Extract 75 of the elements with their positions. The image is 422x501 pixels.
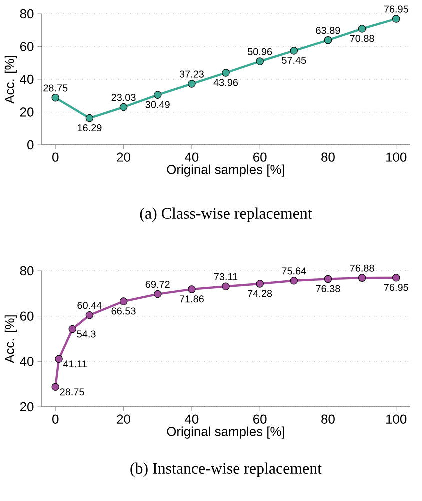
point [222, 282, 230, 291]
data-label: 70.88 [350, 35, 374, 42]
x-tick-label: 80 [322, 152, 335, 162]
data-label: 28.75 [60, 388, 84, 396]
data-label: 23.03 [112, 94, 136, 102]
x-tick-label: 60 [254, 152, 267, 162]
x-tick-label: 20 [117, 152, 130, 162]
data-label: 57.45 [282, 57, 306, 64]
data-label: 69.72 [146, 281, 170, 288]
x-tick-label: 40 [185, 414, 199, 424]
data-label: 28.75 [44, 84, 68, 92]
point [290, 277, 298, 285]
x-tick-label: 60 [254, 414, 267, 424]
x-tick-label: 100 [386, 152, 407, 162]
data-label: 66.53 [112, 308, 136, 315]
point [358, 25, 366, 33]
y-axis-title: Acc. [%] [4, 56, 17, 104]
x-tick-label: 80 [322, 414, 335, 424]
point [52, 383, 60, 392]
data-label: 73.11 [214, 273, 238, 280]
point [52, 94, 60, 102]
y-tick-label: 80 [20, 266, 34, 276]
data-label: 76.88 [350, 264, 374, 272]
y-tick-label: 80 [20, 9, 34, 19]
point [68, 325, 77, 334]
data-label: 75.64 [282, 268, 306, 275]
point [290, 47, 298, 55]
point [222, 69, 230, 77]
data-label: 30.49 [146, 101, 170, 108]
data-label: 43.96 [214, 79, 238, 86]
data-label: 76.38 [316, 285, 340, 292]
data-label: 74.28 [248, 290, 272, 298]
y-tick-label: 0 [28, 140, 34, 150]
x-tick-label: 40 [185, 152, 199, 162]
data-label: 54.3 [77, 330, 96, 338]
y-tick-label: 60 [20, 42, 34, 52]
data-label: 76.95 [384, 6, 408, 13]
point [86, 311, 94, 320]
point [324, 36, 332, 44]
x-tick-label: 100 [386, 414, 407, 424]
point [86, 114, 94, 122]
x-axis-title: Original samples [%] [167, 164, 284, 177]
data-label: 50.96 [248, 48, 272, 56]
text: (b) Instance-wise replacement [130, 462, 322, 478]
text: (a) Class-wise replacement [140, 208, 312, 222]
data-label: 60.44 [78, 302, 102, 310]
y-tick-label: 20 [20, 402, 34, 412]
data-label: 41.11 [63, 360, 87, 368]
data-label: 37.23 [180, 70, 204, 78]
y-tick-label: 60 [20, 312, 34, 321]
x-tick-label: 0 [52, 414, 59, 424]
point [154, 91, 162, 99]
data-label: 16.29 [78, 124, 102, 132]
point [256, 280, 264, 288]
point [188, 80, 196, 88]
point [358, 274, 366, 282]
point [392, 274, 400, 282]
data-label: 63.89 [316, 27, 340, 34]
y-tick-label: 20 [20, 108, 34, 117]
point [55, 355, 63, 364]
y-tick-label: 40 [20, 357, 34, 366]
point [188, 286, 196, 294]
data-label: 71.86 [180, 296, 204, 303]
point [120, 103, 128, 112]
x-tick-label: 0 [52, 152, 59, 162]
x-tick-label: 20 [117, 414, 130, 424]
point [256, 58, 264, 66]
x-axis-title: Original samples [%] [167, 426, 284, 439]
point [120, 298, 128, 306]
y-tick-label: 40 [20, 74, 34, 84]
y-axis-title: Acc. [%] [4, 316, 17, 364]
point [154, 290, 162, 298]
point [324, 275, 332, 284]
point [392, 15, 400, 23]
data-label: 76.95 [384, 284, 408, 292]
